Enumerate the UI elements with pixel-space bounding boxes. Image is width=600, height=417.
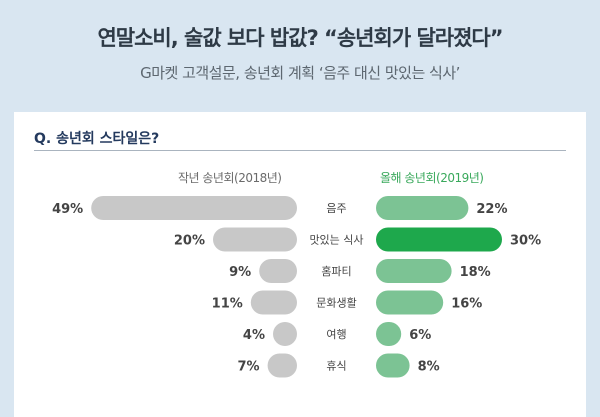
bar-2019-1 (376, 227, 502, 252)
category-label-5: 휴식 (326, 360, 346, 373)
value-label-2018-0: 49% (52, 202, 83, 217)
bar-2018-5 (267, 353, 297, 378)
page-title: 연말소비, 술값 보다 밥값? “송년회가 달라졌다” (97, 26, 503, 50)
category-label-3: 문화생활 (316, 296, 356, 310)
bar-2019-5 (376, 353, 410, 378)
value-label-2019-3: 16% (451, 297, 482, 312)
category-label-1: 맛있는 식사 (309, 234, 363, 247)
category-label-0: 음주 (326, 202, 346, 215)
bar-2018-2 (259, 259, 297, 283)
value-label-2019-0: 22% (476, 202, 507, 217)
legend-2018: 작년 송년회(2018년) (178, 171, 282, 185)
category-label-4: 여행 (326, 328, 346, 341)
legend-2019: 올해 송년회(2019년) (380, 171, 484, 185)
value-label-2018-2: 9% (229, 265, 251, 280)
value-label-2018-5: 7% (238, 360, 260, 375)
bar-2019-2 (376, 259, 452, 283)
chart-question: Q. 송년회 스타일은? (34, 131, 160, 147)
value-label-2019-5: 8% (418, 360, 440, 375)
bar-2018-3 (250, 290, 297, 315)
value-label-2019-1: 30% (510, 234, 541, 249)
category-label-2: 홈파티 (321, 264, 351, 278)
value-label-2018-4: 4% (243, 328, 265, 343)
value-label-2019-4: 6% (409, 328, 431, 343)
value-label-2018-1: 20% (174, 234, 205, 249)
bar-2019-0 (376, 196, 469, 220)
bar-2018-4 (273, 322, 297, 346)
bar-2019-3 (376, 290, 444, 315)
value-label-2018-3: 11% (212, 297, 243, 312)
page-subtitle: G마켓 고객설문, 송년회 계획 ‘음주 대신 맛있는 식사’ (140, 64, 460, 82)
question-underline (34, 150, 566, 151)
bar-2019-4 (376, 322, 402, 346)
bar-2018-0 (91, 196, 297, 220)
bar-2018-1 (213, 227, 297, 252)
value-label-2019-2: 18% (460, 265, 491, 280)
chart-card (14, 112, 586, 417)
